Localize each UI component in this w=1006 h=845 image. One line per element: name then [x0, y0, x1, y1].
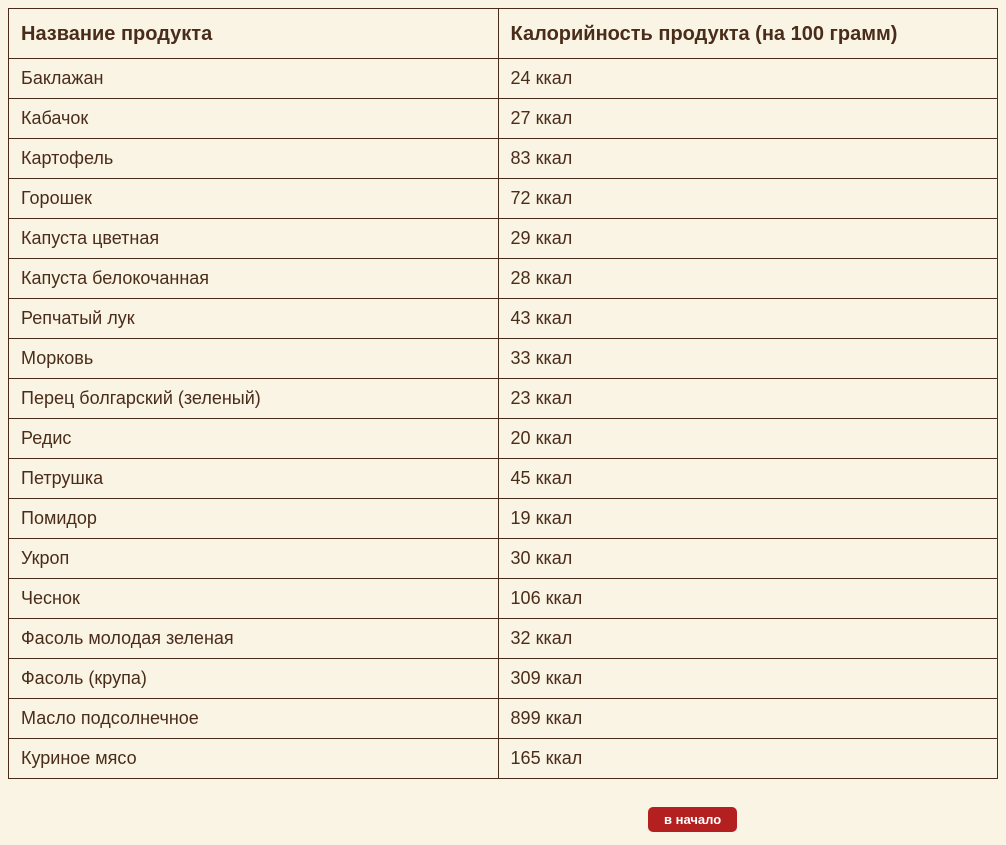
table-header-row: Название продукта Калорийность продукта …: [9, 9, 998, 59]
table-row: Горошек 72 ккал: [9, 179, 998, 219]
table-row: Редис 20 ккал: [9, 419, 998, 459]
calorie-cell: 45 ккал: [498, 459, 997, 499]
calorie-cell: 19 ккал: [498, 499, 997, 539]
table-body: Баклажан 24 ккал Кабачок 27 ккал Картофе…: [9, 59, 998, 779]
product-name-cell: Капуста цветная: [9, 219, 499, 259]
calorie-cell: 83 ккал: [498, 139, 997, 179]
calorie-cell: 899 ккал: [498, 699, 997, 739]
calorie-cell: 29 ккал: [498, 219, 997, 259]
product-name-cell: Репчатый лук: [9, 299, 499, 339]
table-row: Куриное мясо 165 ккал: [9, 739, 998, 779]
table-row: Перец болгарский (зеленый) 23 ккал: [9, 379, 998, 419]
product-name-cell: Масло подсолнечное: [9, 699, 499, 739]
calorie-cell: 33 ккал: [498, 339, 997, 379]
table-row: Баклажан 24 ккал: [9, 59, 998, 99]
calorie-cell: 23 ккал: [498, 379, 997, 419]
calorie-cell: 32 ккал: [498, 619, 997, 659]
table-row: Капуста белокочанная 28 ккал: [9, 259, 998, 299]
product-name-cell: Редис: [9, 419, 499, 459]
table-row: Фасоль (крупа) 309 ккал: [9, 659, 998, 699]
product-name-cell: Фасоль (крупа): [9, 659, 499, 699]
product-name-cell: Баклажан: [9, 59, 499, 99]
calorie-cell: 24 ккал: [498, 59, 997, 99]
calorie-cell: 309 ккал: [498, 659, 997, 699]
calorie-cell: 20 ккал: [498, 419, 997, 459]
calorie-cell: 27 ккал: [498, 99, 997, 139]
column-header-calories: Калорийность продукта (на 100 грамм): [498, 9, 997, 59]
table-row: Картофель 83 ккал: [9, 139, 998, 179]
table-row: Капуста цветная 29 ккал: [9, 219, 998, 259]
product-name-cell: Картофель: [9, 139, 499, 179]
product-name-cell: Петрушка: [9, 459, 499, 499]
calorie-table: Название продукта Калорийность продукта …: [8, 8, 998, 779]
table-row: Масло подсолнечное 899 ккал: [9, 699, 998, 739]
table-row: Чеснок 106 ккал: [9, 579, 998, 619]
calorie-cell: 165 ккал: [498, 739, 997, 779]
calorie-table-container: Название продукта Калорийность продукта …: [8, 8, 998, 779]
product-name-cell: Перец болгарский (зеленый): [9, 379, 499, 419]
table-row: Морковь 33 ккал: [9, 339, 998, 379]
table-row: Фасоль молодая зеленая 32 ккал: [9, 619, 998, 659]
product-name-cell: Помидор: [9, 499, 499, 539]
table-row: Репчатый лук 43 ккал: [9, 299, 998, 339]
product-name-cell: Фасоль молодая зеленая: [9, 619, 499, 659]
calorie-cell: 28 ккал: [498, 259, 997, 299]
product-name-cell: Куриное мясо: [9, 739, 499, 779]
product-name-cell: Кабачок: [9, 99, 499, 139]
calorie-cell: 43 ккал: [498, 299, 997, 339]
scroll-to-top-button[interactable]: в начало: [648, 807, 737, 832]
product-name-cell: Горошек: [9, 179, 499, 219]
table-row: Петрушка 45 ккал: [9, 459, 998, 499]
calorie-cell: 106 ккал: [498, 579, 997, 619]
calorie-cell: 30 ккал: [498, 539, 997, 579]
product-name-cell: Чеснок: [9, 579, 499, 619]
table-row: Кабачок 27 ккал: [9, 99, 998, 139]
table-row: Помидор 19 ккал: [9, 499, 998, 539]
product-name-cell: Укроп: [9, 539, 499, 579]
column-header-product-name: Название продукта: [9, 9, 499, 59]
calorie-cell: 72 ккал: [498, 179, 997, 219]
product-name-cell: Капуста белокочанная: [9, 259, 499, 299]
table-row: Укроп 30 ккал: [9, 539, 998, 579]
product-name-cell: Морковь: [9, 339, 499, 379]
